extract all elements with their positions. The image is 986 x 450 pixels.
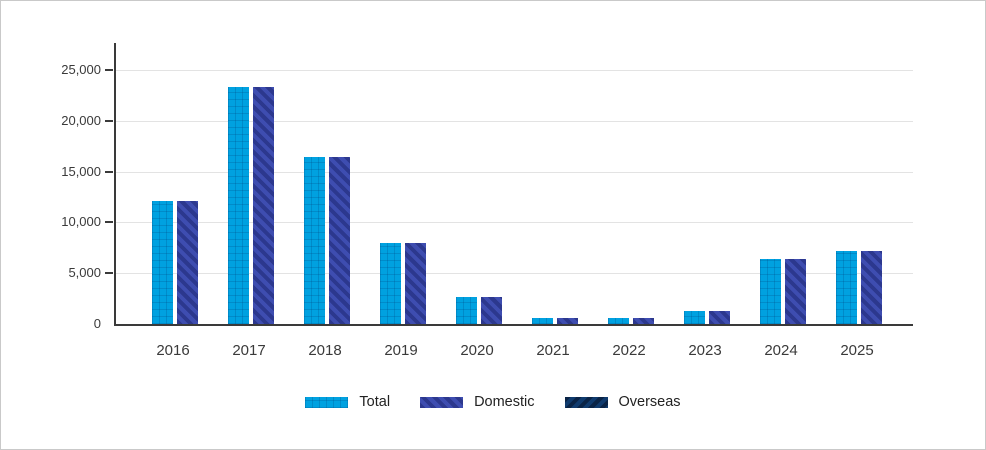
legend-swatch-total — [305, 396, 349, 408]
x-axis-label-2024: 2024 — [764, 342, 798, 359]
bar-group-2023 — [669, 43, 745, 324]
bar-group-2017 — [213, 43, 289, 324]
bar-domestic-2020[interactable] — [481, 296, 502, 324]
gridline — [116, 273, 913, 275]
bar-domestic-2024[interactable] — [785, 259, 806, 324]
legend-swatch-domestic — [420, 396, 464, 408]
y-axis-label: 0 — [93, 316, 101, 331]
gridline — [116, 171, 913, 173]
bar-domestic-2017[interactable] — [253, 87, 274, 324]
x-axis-label-2025: 2025 — [840, 342, 874, 359]
y-axis-tick — [105, 119, 113, 122]
bar-group-2018 — [289, 43, 365, 324]
x-axis-label-2022: 2022 — [612, 342, 646, 359]
bar-group-2020 — [441, 43, 517, 324]
bar-group-2016 — [137, 43, 213, 324]
y-axis-label: 15,000 — [61, 163, 101, 179]
legend-item-total[interactable]: Total — [305, 394, 390, 410]
x-axis-label-2020: 2020 — [460, 342, 494, 359]
bar-group-2022 — [593, 43, 669, 324]
bar-domestic-2016[interactable] — [177, 201, 198, 324]
bar-total-2020[interactable] — [456, 296, 477, 324]
x-axis-label-2019: 2019 — [384, 342, 418, 359]
plot-area — [114, 43, 913, 326]
bar-total-2025[interactable] — [836, 250, 857, 324]
y-axis-label: 10,000 — [61, 214, 101, 230]
bar-total-2024[interactable] — [760, 259, 781, 324]
x-axis-label-2018: 2018 — [308, 342, 342, 359]
y-axis-tick — [105, 69, 113, 71]
y-axis-tick — [105, 221, 113, 224]
bars-layer — [116, 43, 913, 324]
x-axis-label-2017: 2017 — [232, 342, 266, 359]
y-axis-tick — [105, 272, 113, 275]
bar-group-2024 — [745, 43, 821, 324]
legend-item-domestic[interactable]: Domestic — [420, 394, 535, 410]
x-axis: 2016 2017 2018 2019 2020 2021 2022 2023 2024 2025 — [135, 342, 895, 359]
bar-domestic-2018[interactable] — [329, 157, 350, 324]
x-axis-label-2023: 2023 — [688, 342, 722, 359]
bar-total-2018[interactable] — [304, 157, 325, 324]
bar-domestic-2019[interactable] — [405, 242, 426, 324]
y-axis-tick — [105, 170, 113, 173]
y-axis-label: 5,000 — [68, 265, 101, 281]
legend-label-domestic: Domestic — [474, 394, 535, 410]
gridline — [116, 222, 913, 224]
gridline — [116, 120, 913, 122]
bar-domestic-2021[interactable] — [557, 318, 578, 324]
gridline — [116, 70, 913, 71]
bar-total-2019[interactable] — [380, 242, 401, 324]
bar-group-2019 — [365, 43, 441, 324]
bar-domestic-2022[interactable] — [633, 317, 654, 324]
bar-group-2021 — [517, 43, 593, 324]
bar-group-2025 — [821, 43, 897, 324]
bar-total-2023[interactable] — [684, 310, 705, 324]
bar-total-2016[interactable] — [152, 201, 173, 324]
bar-total-2017[interactable] — [228, 87, 249, 324]
x-axis-label-2021: 2021 — [536, 342, 570, 359]
legend-label-overseas: Overseas — [618, 394, 681, 410]
legend-label-total: Total — [359, 394, 391, 410]
legend: Total Domestic Overseas — [1, 394, 985, 410]
bar-domestic-2025[interactable] — [861, 250, 882, 324]
bar-total-2022[interactable] — [608, 317, 629, 324]
y-axis-label: 25,000 — [61, 62, 101, 77]
y-axis-label: 20,000 — [61, 112, 101, 128]
x-axis-label-2016: 2016 — [156, 342, 190, 359]
bar-domestic-2023[interactable] — [709, 310, 730, 324]
legend-swatch-overseas — [564, 396, 608, 408]
bar-total-2021[interactable] — [532, 318, 553, 324]
legend-item-overseas[interactable]: Overseas — [564, 394, 681, 410]
